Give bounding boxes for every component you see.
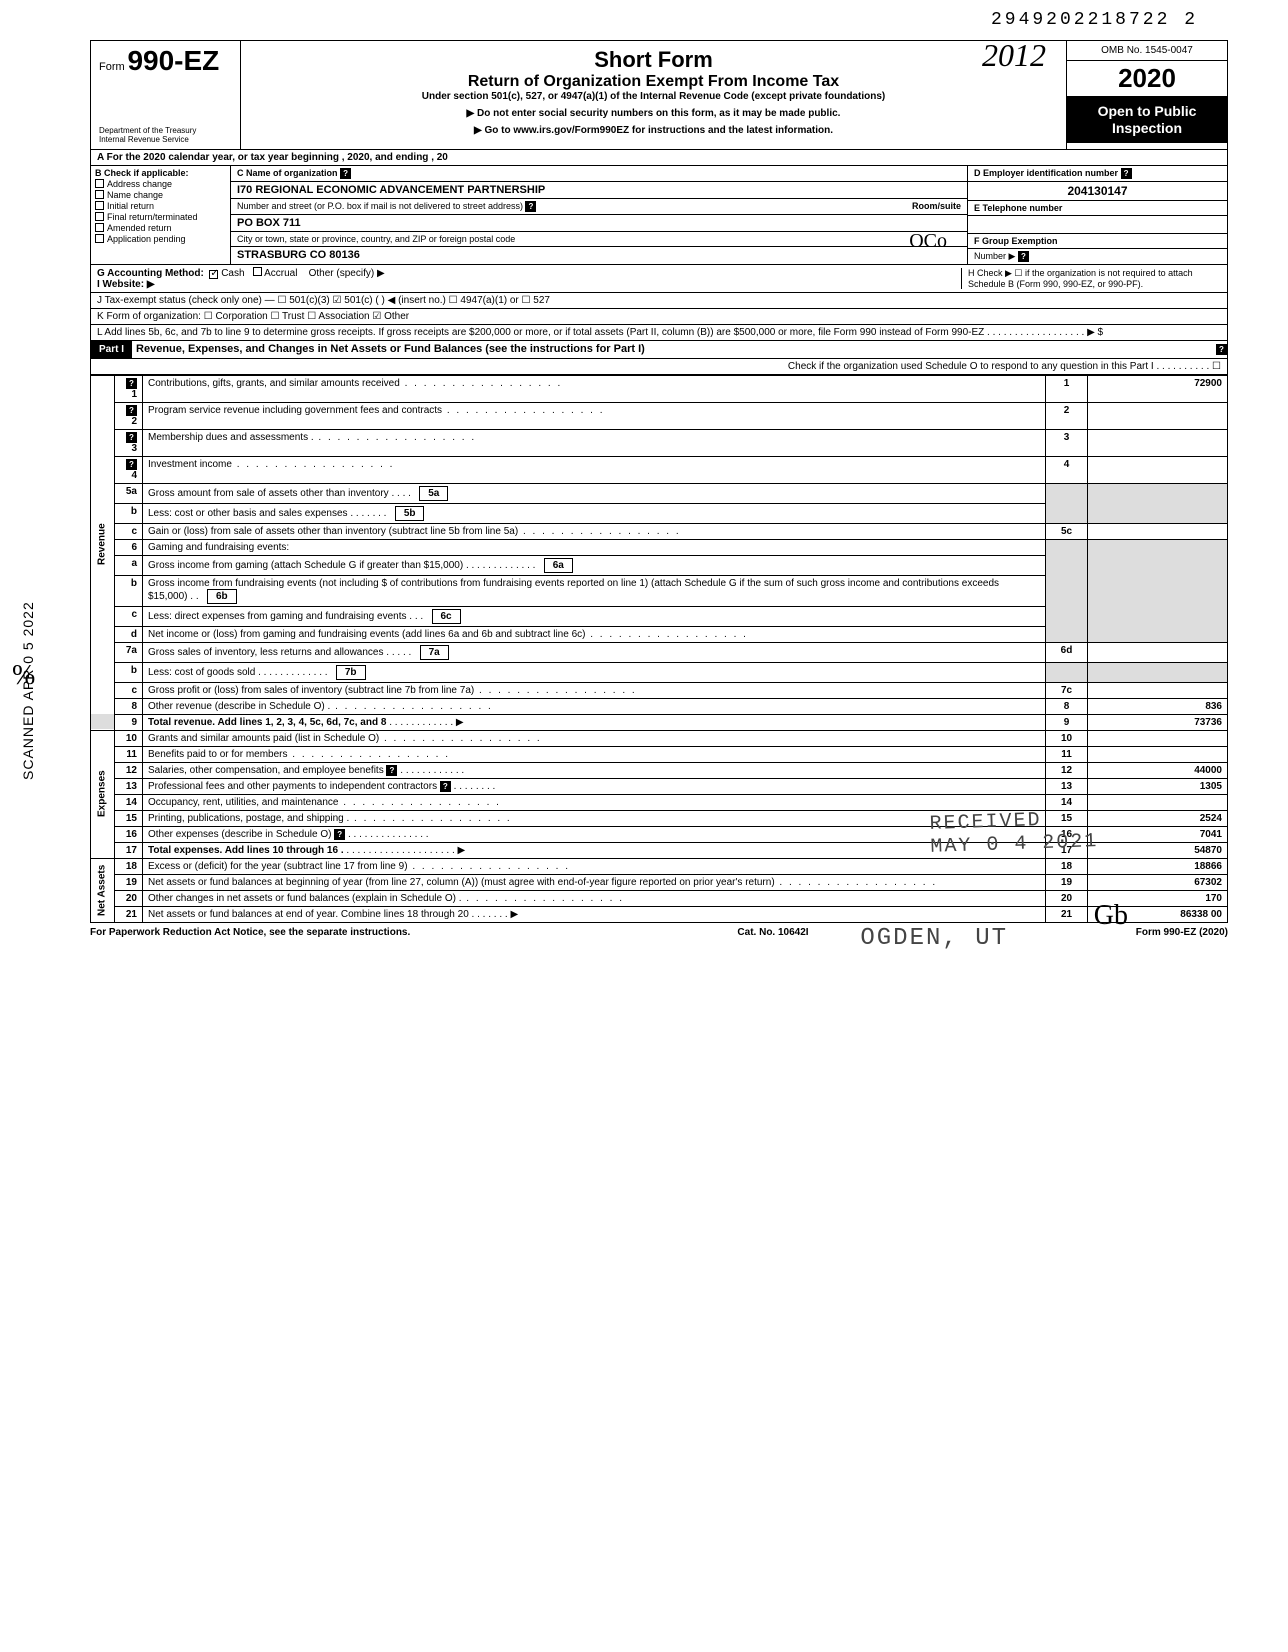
row-h: H Check ▶ ☐ if the organization is not r… <box>961 268 1221 289</box>
received-stamp: RECEIVED MAY 0 4 2021 <box>929 807 1099 859</box>
handwritten-year: 2012 <box>982 37 1046 74</box>
ein-value: 204130147 <box>968 182 1227 201</box>
c-label: C Name of organization <box>237 168 338 179</box>
title-short-form: Short Form <box>251 47 1056 73</box>
row-j: J Tax-exempt status (check only one) — ☐… <box>90 293 1228 309</box>
help-icon: ? <box>1121 168 1132 179</box>
hand-oco: OCo <box>909 230 947 253</box>
form-year: 2020 <box>1067 61 1227 97</box>
form-page: 2949202218722 2 SCANNED APR 0 5 2022 % R… <box>0 0 1288 962</box>
title-goto: ▶ Go to www.irs.gov/Form990EZ for instru… <box>251 125 1056 136</box>
footer-left: For Paperwork Reduction Act Notice, see … <box>90 927 410 938</box>
addr-val: PO BOX 711 <box>237 217 301 229</box>
dept-irs: Internal Revenue Service <box>99 136 232 145</box>
help-icon: ? <box>1018 251 1029 262</box>
revenue-label: Revenue <box>91 375 115 714</box>
row-i: I Website: ▶ <box>97 279 155 290</box>
d-label: D Employer identification number <box>974 168 1118 178</box>
ogden-stamp: OGDEN, UT <box>860 925 1008 952</box>
open-public: Open to Public Inspection <box>1067 97 1227 143</box>
info-grid: B Check if applicable: Address change Na… <box>90 166 1228 265</box>
city-val: STRASBURG CO 80136 <box>237 249 360 261</box>
col-b-label: B Check if applicable: <box>95 168 226 178</box>
chk-accrual[interactable] <box>253 267 262 276</box>
title-ssn-warning: ▶ Do not enter social security numbers o… <box>251 108 1056 119</box>
part1-check: Check if the organization used Schedule … <box>90 359 1228 375</box>
percent-mark: % <box>12 660 35 692</box>
form-number: 990-EZ <box>127 45 219 76</box>
form-prefix: Form <box>99 61 125 73</box>
room-label: Room/suite <box>912 201 961 212</box>
help-icon: ? <box>1216 344 1227 355</box>
row-k: K Form of organization: ☐ Corporation ☐ … <box>90 309 1228 325</box>
col-b-checks: B Check if applicable: Address change Na… <box>91 166 231 264</box>
help-icon: ? <box>525 201 536 212</box>
chk-cash[interactable] <box>209 270 218 279</box>
org-name: I70 REGIONAL ECONOMIC ADVANCEMENT PARTNE… <box>237 184 545 196</box>
chk-name[interactable] <box>95 190 104 199</box>
part1-title: Revenue, Expenses, and Changes in Net As… <box>136 343 1212 355</box>
addr-label: Number and street (or P.O. box if mail i… <box>237 201 523 212</box>
e-label: E Telephone number <box>974 203 1062 213</box>
help-icon: ? <box>340 168 351 179</box>
title-under: Under section 501(c), 527, or 4947(a)(1)… <box>251 91 1056 102</box>
row-a-taxyear: A For the 2020 calendar year, or tax yea… <box>90 150 1228 166</box>
f-label: F Group Exemption <box>974 236 1058 246</box>
chk-amended[interactable] <box>95 223 104 232</box>
control-number: 2949202218722 2 <box>991 10 1198 30</box>
gb-mark: Gb <box>1094 900 1128 932</box>
f-sub: Number ▶ <box>974 251 1015 261</box>
omb-number: OMB No. 1545-0047 <box>1067 41 1227 61</box>
part1-header: Part I <box>91 341 132 358</box>
chk-address[interactable] <box>95 179 104 188</box>
city-label: City or town, state or province, country… <box>237 234 515 244</box>
chk-initial[interactable] <box>95 201 104 210</box>
expenses-label: Expenses <box>91 730 115 858</box>
footer-right: Form 990-EZ (2020) <box>1136 927 1228 938</box>
title-return: Return of Organization Exempt From Incom… <box>251 73 1056 91</box>
chk-pending[interactable] <box>95 234 104 243</box>
netassets-label: Net Assets <box>91 858 115 922</box>
page-footer: For Paperwork Reduction Act Notice, see … <box>90 923 1228 942</box>
chk-final[interactable] <box>95 212 104 221</box>
footer-mid: Cat. No. 10642I <box>737 927 808 938</box>
form-header: Form 990-EZ Department of the Treasury I… <box>90 40 1228 150</box>
row-g-i: G Accounting Method: Cash Accrual Other … <box>90 265 1228 293</box>
row-l: L Add lines 5b, 6c, and 7b to line 9 to … <box>90 325 1228 341</box>
